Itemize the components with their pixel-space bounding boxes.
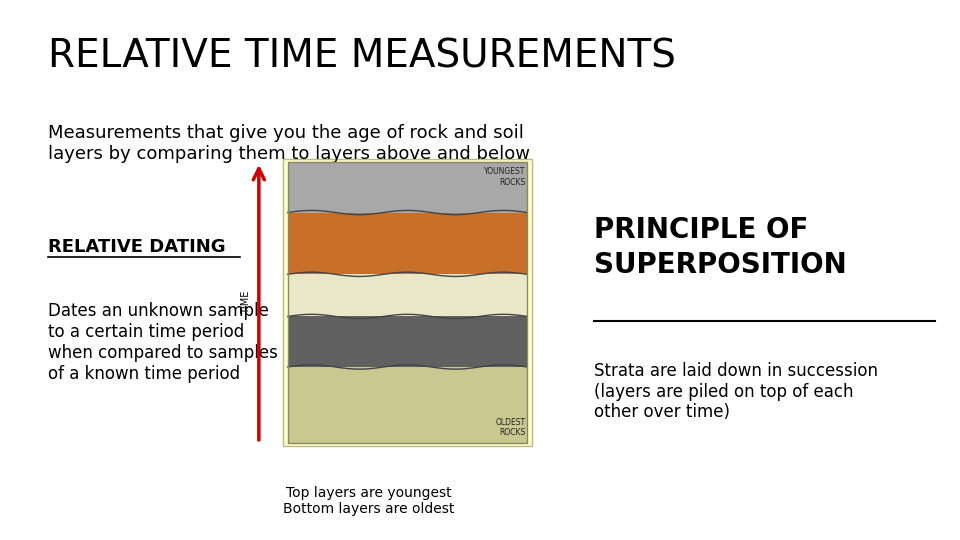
Bar	[288, 316, 527, 367]
Bar	[288, 213, 527, 274]
Text: RELATIVE DATING: RELATIVE DATING	[48, 238, 226, 255]
Text: Dates an unknown sample
to a certain time period
when compared to samples
of a k: Dates an unknown sample to a certain tim…	[48, 302, 277, 383]
Bar	[288, 367, 527, 443]
Text: OLDEST
ROCKS: OLDEST ROCKS	[495, 418, 525, 437]
Text: Measurements that give you the age of rock and soil
layers by comparing them to : Measurements that give you the age of ro…	[48, 124, 530, 163]
Bar	[288, 162, 527, 213]
Bar	[288, 162, 527, 443]
Text: RELATIVE TIME MEASUREMENTS: RELATIVE TIME MEASUREMENTS	[48, 38, 676, 76]
Text: YOUNGEST
ROCKS: YOUNGEST ROCKS	[484, 167, 525, 187]
Text: TIME: TIME	[241, 291, 252, 314]
Text: Strata are laid down in succession
(layers are piled on top of each
other over t: Strata are laid down in succession (laye…	[594, 362, 878, 421]
Bar	[288, 274, 527, 316]
Bar	[283, 159, 532, 446]
Text: PRINCIPLE OF
SUPERPOSITION: PRINCIPLE OF SUPERPOSITION	[594, 216, 847, 279]
Text: Top layers are youngest
Bottom layers are oldest: Top layers are youngest Bottom layers ar…	[283, 486, 455, 516]
